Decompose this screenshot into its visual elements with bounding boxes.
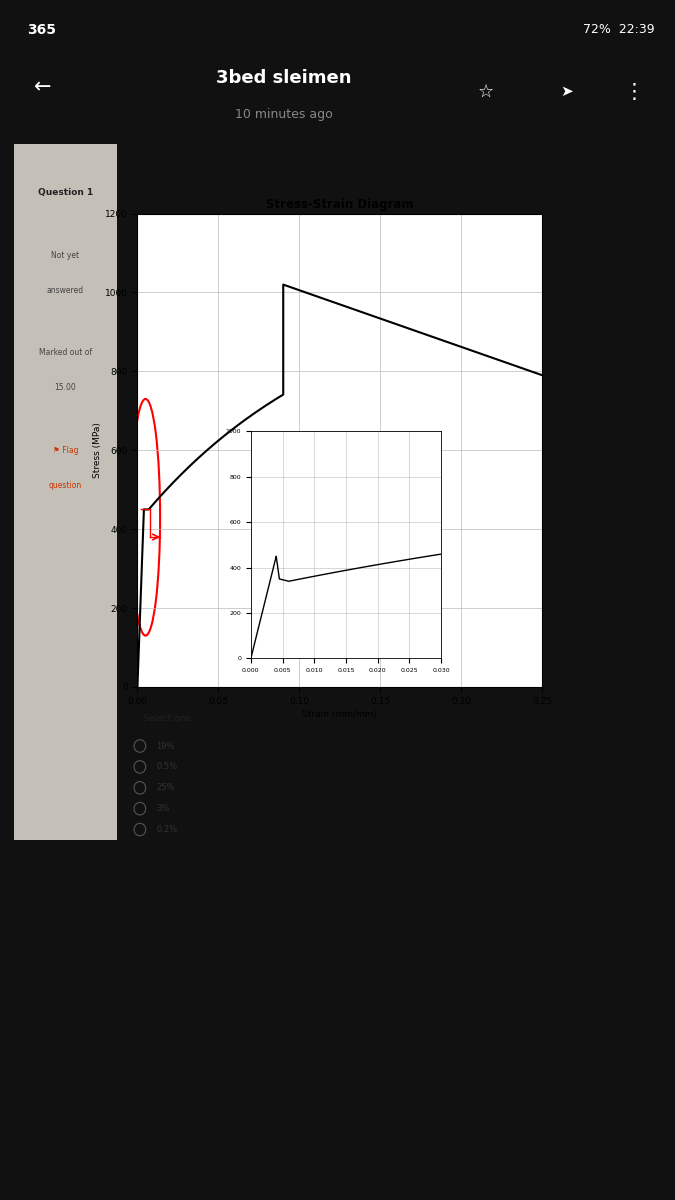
Text: ☆: ☆ bbox=[478, 83, 494, 101]
Text: 0.5%: 0.5% bbox=[156, 762, 177, 772]
Text: answered: answered bbox=[47, 286, 84, 295]
Text: 365: 365 bbox=[27, 23, 56, 37]
Text: 25%: 25% bbox=[156, 784, 175, 792]
Text: 3%: 3% bbox=[156, 804, 169, 814]
Text: Question 1: Question 1 bbox=[38, 188, 93, 197]
Text: Determine the percentage of ductility of a metal alloy having the following tens: Determine the percentage of ductility of… bbox=[178, 181, 600, 191]
Bar bbox=[14, 144, 117, 840]
Text: 10 minutes ago: 10 minutes ago bbox=[235, 108, 332, 121]
Text: Not yet: Not yet bbox=[51, 251, 80, 260]
Text: question: question bbox=[49, 480, 82, 490]
Text: Marked out of: Marked out of bbox=[38, 348, 92, 358]
Text: 72%  22:39: 72% 22:39 bbox=[583, 23, 655, 36]
Text: 0.2%: 0.2% bbox=[156, 826, 177, 834]
X-axis label: Strain (mm/mm): Strain (mm/mm) bbox=[302, 709, 377, 719]
Text: ←: ← bbox=[34, 78, 51, 97]
Text: 15.00: 15.00 bbox=[55, 383, 76, 392]
Y-axis label: Stress (MPa): Stress (MPa) bbox=[93, 422, 102, 478]
Text: Select one:: Select one: bbox=[143, 714, 194, 722]
Text: ⋮: ⋮ bbox=[624, 82, 645, 102]
Text: 19%: 19% bbox=[156, 742, 175, 750]
Text: ➤: ➤ bbox=[561, 84, 573, 100]
Title: Stress-Strain Diagram: Stress-Strain Diagram bbox=[266, 198, 414, 211]
Text: ⚑ Flag: ⚑ Flag bbox=[53, 445, 78, 455]
Text: 3bed sleimen: 3bed sleimen bbox=[216, 68, 351, 86]
